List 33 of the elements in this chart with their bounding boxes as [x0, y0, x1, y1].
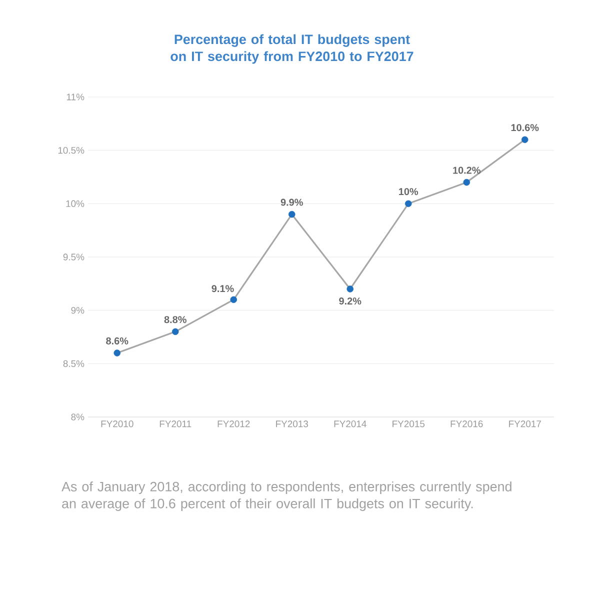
- x-tick-label: FY2010: [101, 420, 134, 428]
- data-label: 8.8%: [164, 316, 186, 324]
- y-tick-label: 8%: [71, 414, 84, 420]
- data-label: 10%: [399, 188, 418, 196]
- x-tick-label: FY2017: [509, 420, 541, 428]
- x-tick-label: FY2014: [334, 420, 366, 428]
- data-label: 9.2%: [339, 298, 362, 305]
- point: [114, 350, 121, 356]
- x-tick-label: FY2012: [218, 420, 250, 428]
- point: [230, 296, 238, 304]
- x-tick-label: FY2015: [392, 420, 425, 428]
- x-tick-label: FY2013: [276, 420, 308, 428]
- point: [404, 200, 412, 208]
- text: As of January 2018, according to respondents, enterprises currently spend an average of 10.6 percent of their overall IT budgets on IT security.: [62, 482, 512, 511]
- y-tick-label: 10%: [66, 200, 84, 208]
- data-label: 10.2%: [453, 166, 480, 174]
- x-tick-label: FY2016: [450, 420, 483, 428]
- data-label: 10.6%: [511, 124, 539, 132]
- data-label: 8.6%: [106, 337, 128, 344]
- data-label: 9.9%: [280, 198, 303, 206]
- x-tick-label: FY2011: [160, 420, 192, 428]
- point: [288, 210, 296, 218]
- y-tick-label: 9.5%: [63, 254, 84, 260]
- point: [346, 286, 354, 292]
- data-label: 9.1%: [212, 285, 234, 292]
- y-tick-label: 10.5%: [58, 146, 84, 154]
- chart-title: Percentage of total IT budgets spent on IT security from FY2010 to FY2017: [170, 34, 414, 64]
- point: [172, 328, 179, 336]
- y-tick-label: 11%: [66, 94, 84, 100]
- point: [521, 136, 528, 144]
- y-tick-label: 9%: [71, 306, 84, 314]
- point: [463, 178, 470, 186]
- y-tick-label: 8.5%: [63, 360, 84, 368]
